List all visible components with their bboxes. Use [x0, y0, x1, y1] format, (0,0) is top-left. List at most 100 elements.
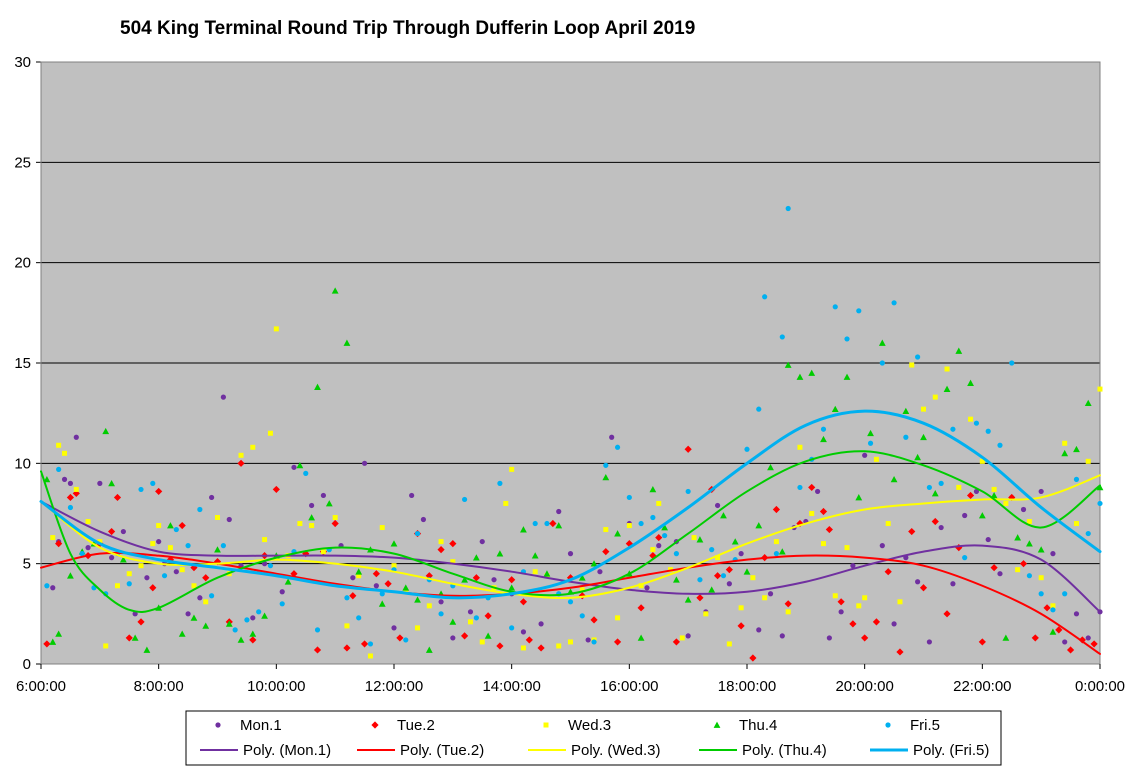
- data-point: [215, 515, 220, 521]
- trendlines: [39, 409, 1102, 655]
- data-point: [349, 592, 357, 600]
- legend-label: Poly. (Mon.1): [243, 742, 331, 759]
- data-point: [509, 625, 515, 631]
- data-point: [849, 620, 857, 628]
- data-point: [738, 551, 744, 557]
- data-point: [126, 571, 132, 577]
- data-point: [520, 645, 526, 651]
- data-point: [313, 646, 322, 654]
- data-point: [55, 540, 63, 548]
- data-point: [1055, 626, 1063, 634]
- data-point: [725, 566, 733, 574]
- data-point: [931, 517, 939, 526]
- data-point: [756, 406, 762, 412]
- data-point: [656, 500, 662, 506]
- data-point: [862, 595, 868, 601]
- legend-marker: [713, 721, 721, 728]
- data-point: [360, 640, 369, 648]
- data-point: [785, 609, 791, 615]
- data-point: [449, 618, 457, 625]
- data-point: [979, 458, 985, 464]
- data-point: [915, 354, 921, 360]
- data-point: [784, 361, 792, 368]
- data-point: [1085, 635, 1091, 641]
- data-point: [531, 552, 539, 559]
- data-point: [566, 574, 575, 582]
- trendline-mon-1: [40, 500, 1101, 613]
- data-point: [1073, 611, 1080, 617]
- data-point: [720, 573, 727, 579]
- data-point: [426, 603, 432, 609]
- data-point: [43, 640, 51, 648]
- data-point: [461, 632, 469, 640]
- data-point: [267, 430, 273, 436]
- legend-label: Tue.2: [397, 717, 435, 734]
- legend-marker: [371, 721, 379, 729]
- data-point: [1002, 634, 1010, 641]
- data-point: [508, 576, 516, 584]
- data-point: [685, 633, 691, 639]
- data-point: [673, 576, 680, 583]
- data-point: [591, 639, 597, 645]
- data-point: [950, 581, 956, 587]
- data-point: [114, 583, 120, 589]
- data-point: [985, 428, 991, 434]
- data-point: [1014, 534, 1022, 541]
- data-point: [73, 434, 79, 440]
- legend-label: Poly. (Wed.3): [571, 742, 660, 759]
- data-point: [613, 638, 622, 646]
- data-point: [425, 646, 433, 653]
- data-point: [696, 536, 704, 543]
- data-point: [1073, 476, 1080, 482]
- data-point: [520, 526, 527, 533]
- data-point: [567, 551, 574, 557]
- legend-label: Fri.5: [910, 717, 940, 734]
- data-point: [273, 326, 279, 332]
- data-point: [120, 528, 126, 535]
- data-point: [556, 508, 562, 515]
- data-point: [491, 577, 497, 583]
- data-point: [356, 573, 362, 579]
- y-tick-label: 5: [23, 556, 31, 573]
- data-point: [55, 630, 63, 637]
- data-point: [143, 646, 151, 653]
- data-point: [232, 627, 238, 633]
- data-point: [825, 525, 833, 534]
- data-point: [119, 556, 127, 563]
- data-point: [902, 407, 910, 415]
- data-point: [785, 205, 791, 212]
- data-point: [173, 569, 179, 575]
- x-tick-label: 18:00:00: [718, 678, 776, 695]
- data-point: [743, 568, 751, 575]
- trendline-fri-5: [39, 409, 1102, 600]
- data-point: [772, 505, 781, 514]
- data-point: [938, 480, 944, 486]
- data-point: [62, 450, 68, 456]
- data-point: [579, 587, 585, 593]
- series-thu-4: [43, 287, 1104, 653]
- data-point: [997, 571, 1003, 577]
- data-point: [144, 575, 150, 581]
- data-point: [461, 576, 468, 583]
- data-point: [966, 491, 975, 500]
- data-point: [602, 473, 610, 481]
- data-point: [379, 591, 385, 597]
- data-point: [473, 615, 479, 621]
- data-point: [832, 304, 838, 310]
- data-point: [614, 444, 621, 450]
- data-point: [50, 585, 56, 591]
- data-point: [113, 493, 122, 502]
- data-point: [896, 648, 904, 656]
- data-point: [955, 544, 963, 552]
- data-point: [108, 527, 116, 536]
- data-point: [819, 507, 828, 516]
- data-point: [296, 461, 304, 469]
- data-point: [543, 570, 551, 577]
- data-point: [1085, 530, 1091, 537]
- data-point: [567, 599, 574, 605]
- data-point: [66, 493, 75, 502]
- data-point: [409, 492, 415, 499]
- data-point: [585, 637, 591, 643]
- data-point: [344, 595, 350, 601]
- data-point: [779, 633, 785, 639]
